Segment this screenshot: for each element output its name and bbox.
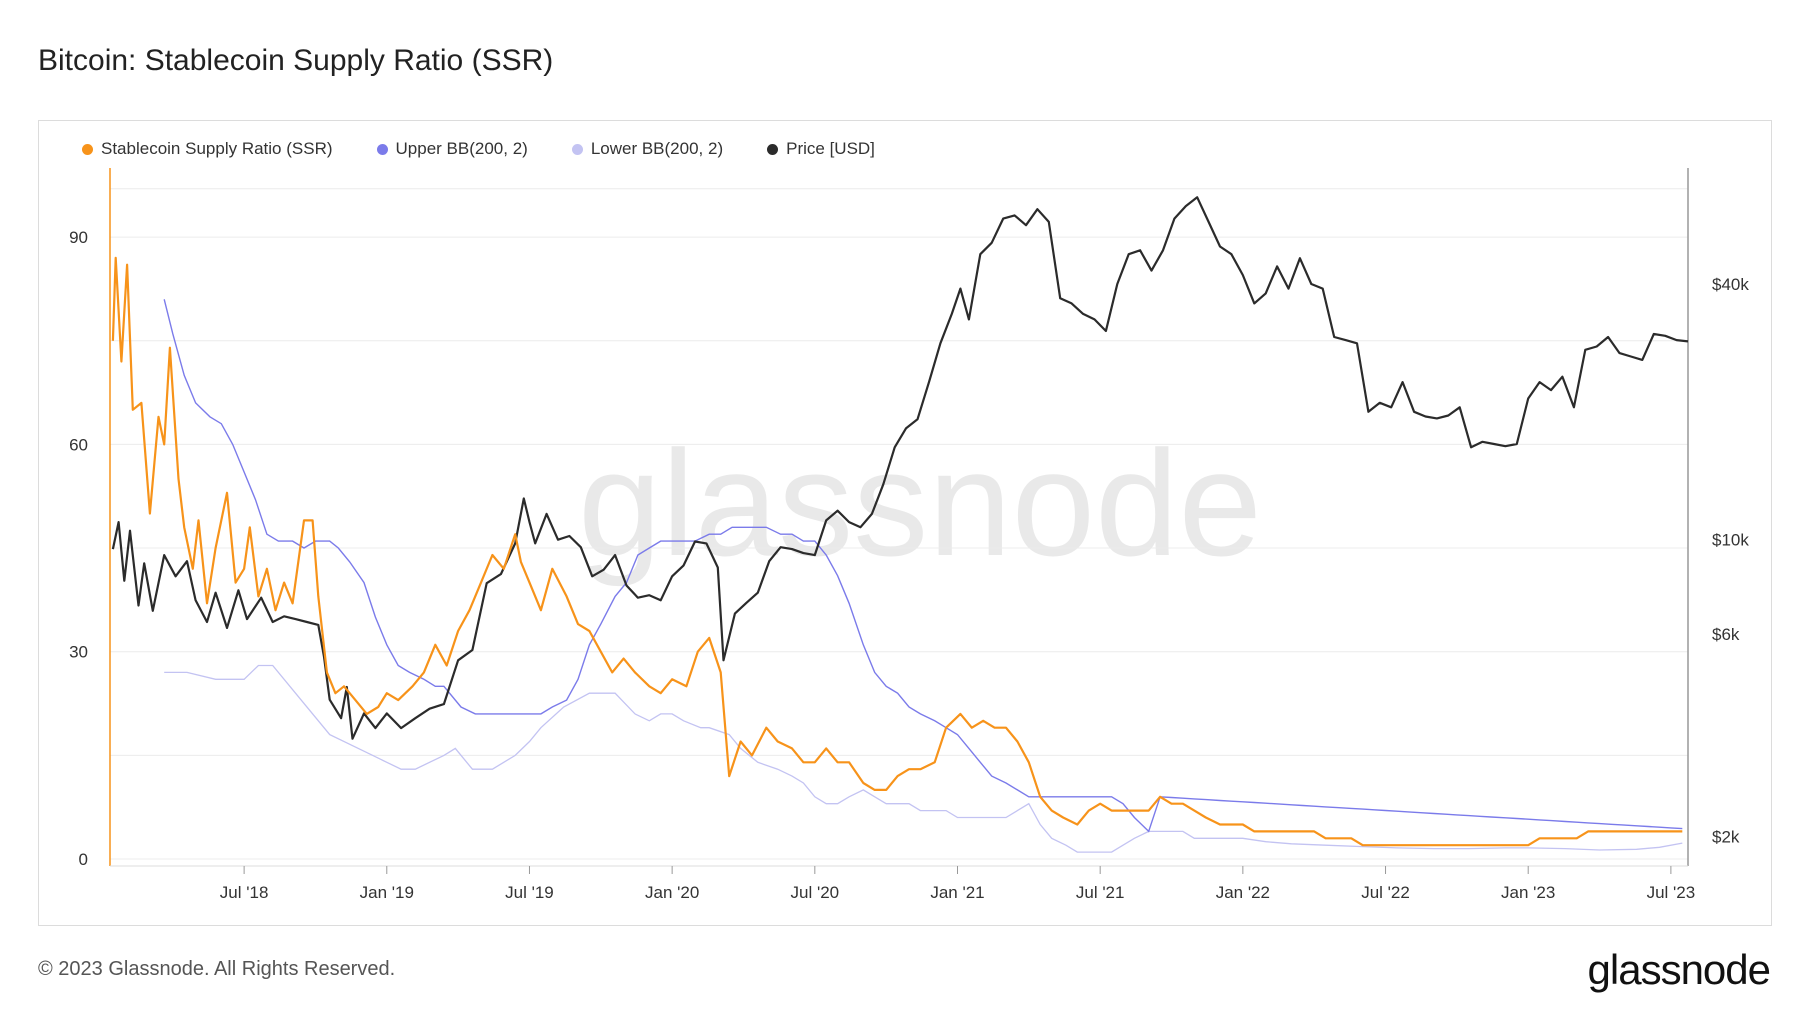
x-tick-label: Jul '20 xyxy=(791,883,840,902)
x-tick-label: Jan '22 xyxy=(1216,883,1270,902)
legend-dot-price xyxy=(767,143,779,155)
glassnode-logo[interactable]: glassnode xyxy=(1587,946,1771,993)
legend-label-ssr: Stablecoin Supply Ratio (SSR) xyxy=(101,139,333,158)
ssr-line xyxy=(111,256,1683,847)
y-right-tick-label: $40k xyxy=(1712,275,1749,294)
legend-label-lower-bb: Lower BB(200, 2) xyxy=(590,139,724,158)
lower-bb-line xyxy=(164,664,1683,853)
upper-bb-line xyxy=(163,299,1683,833)
legend-item-price[interactable]: Price [USD] xyxy=(767,139,875,159)
legend-dot-ssr xyxy=(82,143,93,155)
x-tick-label: Jul '21 xyxy=(1076,883,1125,902)
price-line xyxy=(111,196,1689,740)
legend-item-ssr[interactable]: Stablecoin Supply Ratio (SSR) xyxy=(82,139,333,159)
legend-label-price: Price [USD] xyxy=(786,139,875,158)
y-left-tick-label: 60 xyxy=(69,435,88,454)
y-right-tick-label: $2k xyxy=(1712,828,1740,847)
y-right-tick-label: $6k xyxy=(1712,625,1740,644)
y-left-tick-label: 90 xyxy=(69,228,88,247)
x-tick-label: Jul '19 xyxy=(505,883,554,902)
chart-panel xyxy=(38,120,1772,926)
legend: Stablecoin Supply Ratio (SSR) Upper BB(2… xyxy=(82,139,875,159)
watermark-text: glassnode xyxy=(578,419,1262,587)
y-left-tick-label: 30 xyxy=(69,643,88,662)
copyright-footer: © 2023 Glassnode. All Rights Reserved. xyxy=(38,958,396,980)
x-tick-label: Jan '21 xyxy=(930,883,984,902)
x-tick-label: Jul '22 xyxy=(1361,883,1410,902)
legend-item-lower-bb[interactable]: Lower BB(200, 2) xyxy=(571,139,724,159)
legend-item-upper-bb[interactable]: Upper BB(200, 2) xyxy=(376,139,528,159)
y-right-tick-label: $10k xyxy=(1712,531,1749,550)
legend-dot-upper-bb xyxy=(376,143,388,155)
x-tick-label: Jul '18 xyxy=(220,883,269,902)
chart-title: Bitcoin: Stablecoin Supply Ratio (SSR) xyxy=(38,44,554,77)
y-left-tick-label: 0 xyxy=(79,850,88,869)
legend-dot-lower-bb xyxy=(571,143,583,155)
x-tick-label: Jan '19 xyxy=(360,883,414,902)
x-tick-label: Jan '20 xyxy=(645,883,699,902)
x-tick-label: Jan '23 xyxy=(1501,883,1555,902)
legend-label-upper-bb: Upper BB(200, 2) xyxy=(395,139,528,158)
x-tick-label: Jul '23 xyxy=(1647,883,1696,902)
